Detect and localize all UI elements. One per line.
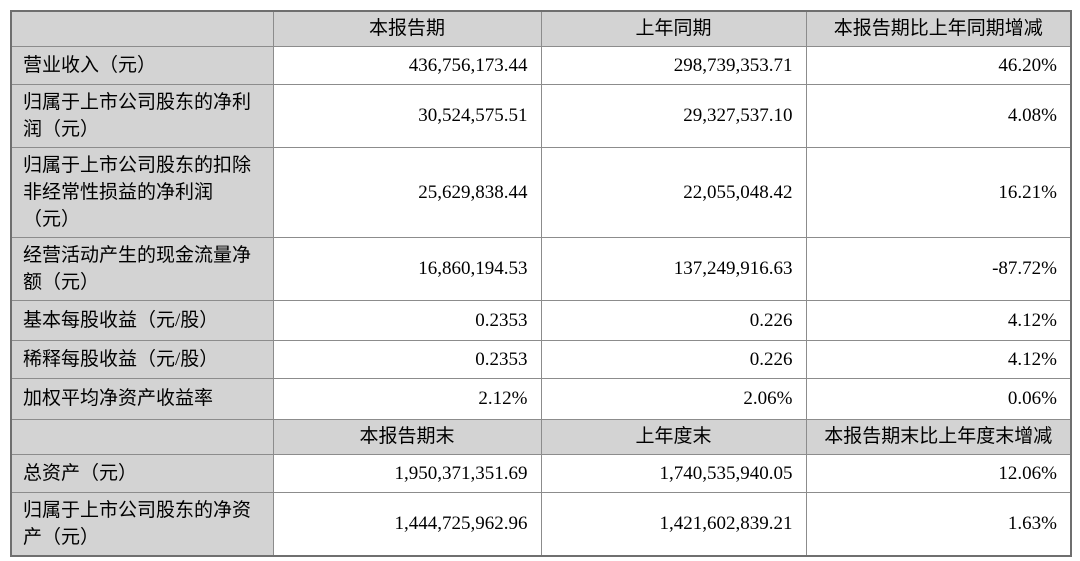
prior-period-value: 1,421,602,839.21 <box>540 491 807 557</box>
period-header-row: 本报告期 上年同期 本报告期比上年同期增减 <box>10 10 1072 47</box>
table-row-net-profit-excl-nonrecurring: 归属于上市公司股东的扣除非经常性损益的净利润（元） 25,629,838.44 … <box>10 146 1072 238</box>
prior-period-value: 1,740,535,940.05 <box>540 453 807 493</box>
current-period-value: 1,444,725,962.96 <box>272 491 542 557</box>
metric-label: 归属于上市公司股东的净资产（元） <box>10 491 274 557</box>
table-row-total-assets: 总资产（元） 1,950,371,351.69 1,740,535,940.05… <box>10 453 1072 493</box>
prior-period-value: 22,055,048.42 <box>540 146 807 238</box>
current-period-value: 436,756,173.44 <box>272 45 542 85</box>
metric-label: 营业收入（元） <box>10 45 274 85</box>
change-value: 0.06% <box>805 377 1072 420</box>
metric-label: 加权平均净资产收益率 <box>10 377 274 420</box>
table-row-operating-cash-flow: 经营活动产生的现金流量净额（元） 16,860,194.53 137,249,9… <box>10 236 1072 301</box>
prior-period-value: 298,739,353.71 <box>540 45 807 85</box>
prior-period-value: 0.226 <box>540 339 807 379</box>
prior-period-value: 0.226 <box>540 299 807 341</box>
table-row-net-profit: 归属于上市公司股东的净利润（元） 30,524,575.51 29,327,53… <box>10 83 1072 148</box>
metric-label: 经营活动产生的现金流量净额（元） <box>10 236 274 301</box>
prior-period-value: 2.06% <box>540 377 807 420</box>
change-value: 16.21% <box>805 146 1072 238</box>
change-value: 12.06% <box>805 453 1072 493</box>
change-value: 4.12% <box>805 299 1072 341</box>
table-row-diluted-eps: 稀释每股收益（元/股） 0.2353 0.226 4.12% <box>10 339 1072 379</box>
metric-label: 基本每股收益（元/股） <box>10 299 274 341</box>
prior-period-value: 137,249,916.63 <box>540 236 807 301</box>
change-value: -87.72% <box>805 236 1072 301</box>
metric-label: 稀释每股收益（元/股） <box>10 339 274 379</box>
current-period-value: 0.2353 <box>272 339 542 379</box>
prior-period-value: 29,327,537.10 <box>540 83 807 148</box>
current-period-value: 25,629,838.44 <box>272 146 542 238</box>
table-row-revenue: 营业收入（元） 436,756,173.44 298,739,353.71 46… <box>10 45 1072 85</box>
change-value: 1.63% <box>805 491 1072 557</box>
metric-label: 归属于上市公司股东的扣除非经常性损益的净利润（元） <box>10 146 274 238</box>
col-header-period-end: 本报告期末 <box>272 418 542 455</box>
col-header-prior-period: 上年同期 <box>540 10 807 47</box>
financial-summary-table: 本报告期 上年同期 本报告期比上年同期增减 营业收入（元） 436,756,17… <box>10 10 1072 557</box>
current-period-value: 0.2353 <box>272 299 542 341</box>
yearend-header-row: 本报告期末 上年度末 本报告期末比上年度末增减 <box>10 418 1072 455</box>
col-header-period-change: 本报告期比上年同期增减 <box>805 10 1072 47</box>
metric-label: 归属于上市公司股东的净利润（元） <box>10 83 274 148</box>
col-header-yearend-change: 本报告期末比上年度末增减 <box>805 418 1072 455</box>
current-period-value: 2.12% <box>272 377 542 420</box>
metric-label: 总资产（元） <box>10 453 274 493</box>
current-period-value: 1,950,371,351.69 <box>272 453 542 493</box>
table-row-weighted-avg-roe: 加权平均净资产收益率 2.12% 2.06% 0.06% <box>10 377 1072 420</box>
col-header-current-period: 本报告期 <box>272 10 542 47</box>
current-period-value: 16,860,194.53 <box>272 236 542 301</box>
empty-corner-cell <box>10 10 274 47</box>
change-value: 46.20% <box>805 45 1072 85</box>
change-value: 4.12% <box>805 339 1072 379</box>
empty-corner-cell <box>10 418 274 455</box>
current-period-value: 30,524,575.51 <box>272 83 542 148</box>
table-row-basic-eps: 基本每股收益（元/股） 0.2353 0.226 4.12% <box>10 299 1072 341</box>
table-row-net-assets: 归属于上市公司股东的净资产（元） 1,444,725,962.96 1,421,… <box>10 491 1072 557</box>
change-value: 4.08% <box>805 83 1072 148</box>
col-header-prior-year-end: 上年度末 <box>540 418 807 455</box>
